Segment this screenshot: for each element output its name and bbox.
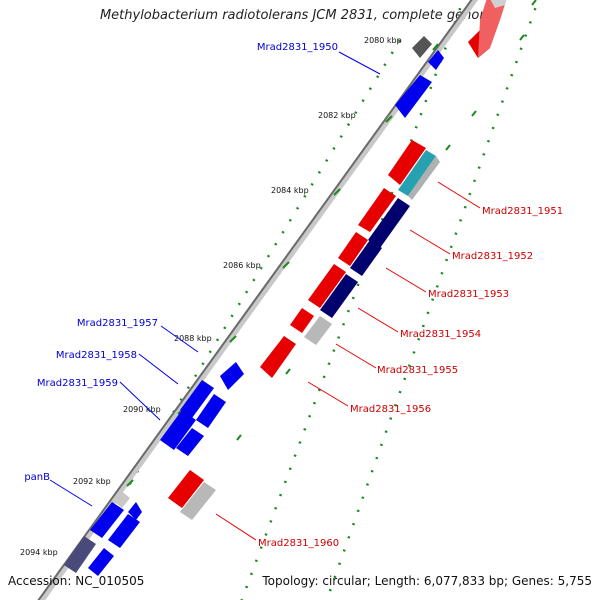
gene-arrow-reverse-dark-mrad1954[interactable] xyxy=(320,274,358,318)
kbp-label: 2090 kbp xyxy=(123,405,161,414)
accession-text: Accession: NC_010505 xyxy=(8,574,145,588)
gene-arrow-reverse-mrad1957[interactable] xyxy=(220,362,244,390)
gene-arrow-forward[interactable] xyxy=(290,308,314,333)
gene-arrow-grey-mrad1960[interactable] xyxy=(180,482,216,520)
leader-line xyxy=(437,181,481,209)
leader-line xyxy=(160,325,199,353)
gene-arrow-reverse-panB[interactable] xyxy=(90,502,124,538)
map-title: Methylobacterium radiotolerans JCM 2831,… xyxy=(99,8,501,23)
tick-mark xyxy=(471,110,477,117)
gene-arrow-dark-grey[interactable] xyxy=(64,536,96,573)
gene-arrow-forward[interactable] xyxy=(478,0,508,58)
gene-arrow-grey-mrad1955[interactable] xyxy=(304,316,332,345)
tick-mark xyxy=(229,335,237,343)
leader-line xyxy=(138,353,179,385)
gene-arrow-reverse-mrad1958[interactable] xyxy=(180,380,214,418)
gene-arrow-forward[interactable] xyxy=(338,232,368,266)
kbp-label: 2086 kbp xyxy=(223,261,261,270)
gene-arrow-grey[interactable] xyxy=(408,156,440,200)
tick-mark xyxy=(385,115,393,123)
gene-label[interactable]: Mrad2831_1958 xyxy=(56,350,137,361)
gene-arrow-reverse[interactable] xyxy=(88,548,114,576)
gene-arrow-dark-grey[interactable] xyxy=(412,36,432,58)
kbp-label: 2084 kbp xyxy=(271,186,309,195)
leader-line xyxy=(338,51,381,75)
tick-mark xyxy=(285,368,291,375)
genome-summary-text: Topology: circular; Length: 6,077,833 bp… xyxy=(262,574,592,588)
tick-mark xyxy=(236,434,242,441)
gene-label[interactable]: Mrad2831_1954 xyxy=(400,329,481,340)
gene-arrow-reverse[interactable] xyxy=(128,502,142,520)
leader-line xyxy=(385,267,427,293)
tick-mark xyxy=(519,34,525,41)
gene-arrow-reverse-mrad1959[interactable] xyxy=(160,410,196,450)
leader-line xyxy=(307,381,349,407)
gene-arrow-reverse[interactable] xyxy=(176,428,204,456)
gene-arrow-forward[interactable] xyxy=(388,140,426,185)
kbp-label: 2080 kbp xyxy=(364,36,402,45)
gene-arrow-reverse-dark-mrad1952[interactable] xyxy=(368,198,410,248)
gene-label[interactable]: Mrad2831_1951 xyxy=(482,206,563,217)
gene-label[interactable]: Mrad2831_1950 xyxy=(257,42,338,53)
outer-dotted-guide xyxy=(325,0,540,600)
leader-line xyxy=(357,307,399,333)
gene-label[interactable]: Mrad2831_1959 xyxy=(37,378,118,389)
tick-mark xyxy=(282,261,290,269)
gene-arrow-reverse-mrad1950[interactable] xyxy=(395,75,432,118)
gene-label[interactable]: panB xyxy=(24,472,50,483)
kbp-label: 2088 kbp xyxy=(174,334,212,343)
gene-label[interactable]: Mrad2831_1956 xyxy=(350,404,431,415)
leader-line xyxy=(215,513,257,541)
leader-line xyxy=(49,479,93,507)
gene-label[interactable]: Mrad2831_1960 xyxy=(258,538,339,549)
tick-mark xyxy=(445,144,451,151)
gene-arrow-grey[interactable] xyxy=(488,0,508,8)
gene-arrow-forward[interactable] xyxy=(358,188,396,232)
tick-mark xyxy=(126,479,134,487)
gene-label[interactable]: Mrad2831_1953 xyxy=(428,289,509,300)
kbp-label: 2094 kbp xyxy=(20,548,58,557)
gene-label[interactable]: Mrad2831_1957 xyxy=(77,318,158,329)
backbone-edge xyxy=(37,0,473,600)
gene-arrow-reverse-dark-mrad1953[interactable] xyxy=(350,240,382,276)
leader-line xyxy=(335,343,377,369)
gene-arrow-reverse[interactable] xyxy=(196,394,226,428)
tick-mark xyxy=(333,188,341,196)
leader-line xyxy=(409,229,451,255)
tick-mark xyxy=(531,0,537,6)
gene-arrow-forward-mrad1956[interactable] xyxy=(260,336,296,378)
gene-arrow-forward[interactable] xyxy=(168,470,204,508)
gene-arrow-reverse[interactable] xyxy=(428,50,444,70)
gene-arrow-forward[interactable] xyxy=(308,264,346,308)
gene-arrow-grey[interactable] xyxy=(112,490,130,508)
leader-line xyxy=(119,381,161,421)
gene-arrow-reverse[interactable] xyxy=(108,514,140,548)
tick-mark xyxy=(432,43,439,51)
leader-lines xyxy=(49,51,481,541)
gene-label[interactable]: Mrad2831_1952 xyxy=(452,251,533,262)
tick-marks xyxy=(74,0,537,559)
gene-label[interactable]: Mrad2831_1955 xyxy=(377,365,458,376)
gene-arrow-teal-mrad1951[interactable] xyxy=(398,150,436,196)
kbp-label: 2082 kbp xyxy=(318,111,356,120)
kbp-label: 2092 kbp xyxy=(73,477,111,486)
